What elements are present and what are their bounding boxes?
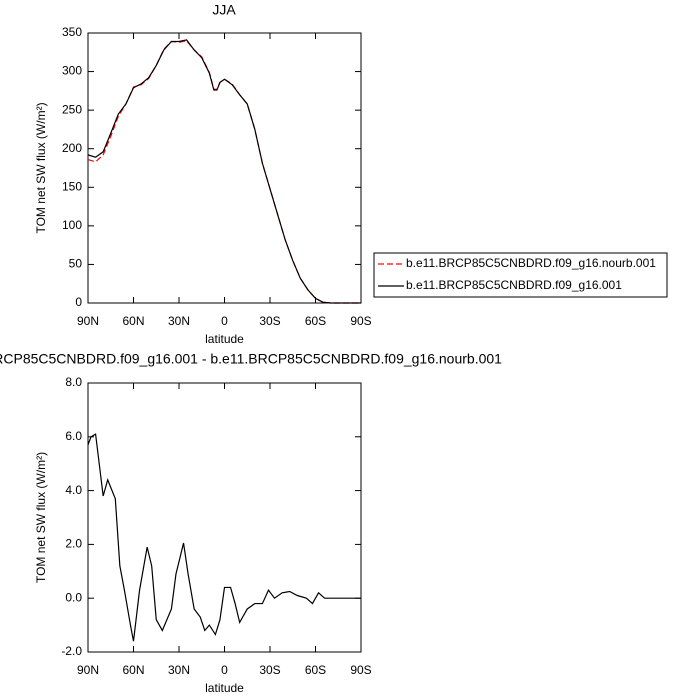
y-tick-label: 200 — [62, 141, 82, 155]
x-tick-label: 60N — [122, 314, 144, 328]
x-tick-label: 60N — [122, 663, 144, 677]
x-tick-label: 90N — [77, 663, 99, 677]
y-tick-label: 2.0 — [65, 537, 82, 551]
x-tick-label: 30S — [259, 314, 280, 328]
chart-title: JJA — [212, 2, 236, 18]
x-tick-label: 0 — [221, 663, 228, 677]
x-tick-label: 30N — [168, 663, 190, 677]
data-line — [87, 39, 361, 304]
y-tick-label: 0.0 — [65, 590, 82, 604]
y-tick-label: 4.0 — [65, 483, 82, 497]
x-tick-label: 60S — [305, 314, 326, 328]
y-tick-label: 150 — [62, 179, 82, 193]
y-tick-label: 250 — [62, 102, 82, 116]
x-tick-label: 90N — [77, 314, 99, 328]
plot-frame — [87, 32, 362, 304]
plot-frame — [87, 382, 362, 653]
y-tick-label: 350 — [62, 25, 82, 39]
data-line — [87, 433, 361, 642]
x-tick-label: 90S — [350, 314, 371, 328]
x-tick-label: 0 — [221, 314, 228, 328]
x-tick-label: 60S — [305, 663, 326, 677]
y-tick-label: 8.0 — [65, 375, 82, 389]
x-tick-label: 30S — [259, 663, 280, 677]
x-tick-label: 90S — [350, 663, 371, 677]
y-axis-label: TOM net SW flux (W/m²) — [34, 452, 48, 583]
x-axis-label: latitude — [205, 332, 244, 346]
y-tick-label: 100 — [62, 218, 82, 232]
x-axis-label: latitude — [205, 681, 244, 695]
legend-label: b.e11.BRCP85C5CNBDRD.f09_g16.001 — [406, 278, 622, 292]
y-tick-label: 50 — [69, 257, 83, 271]
y-tick-label: 6.0 — [65, 429, 82, 443]
legend-box — [373, 252, 668, 298]
y-tick-label: 300 — [62, 64, 82, 78]
x-tick-label: 30N — [168, 314, 190, 328]
y-tick-label: 0 — [75, 295, 82, 309]
legend-label: b.e11.BRCP85C5CNBDRD.f09_g16.nourb.001 — [406, 256, 656, 270]
y-tick-label: -2.0 — [61, 644, 82, 658]
data-line — [87, 40, 361, 304]
chart-title: b.e11.BRCP85C5CNBDRD.f09_g16.001 - b.e11… — [0, 351, 502, 367]
y-axis-label: TOM net SW flux (W/m²) — [34, 102, 48, 233]
